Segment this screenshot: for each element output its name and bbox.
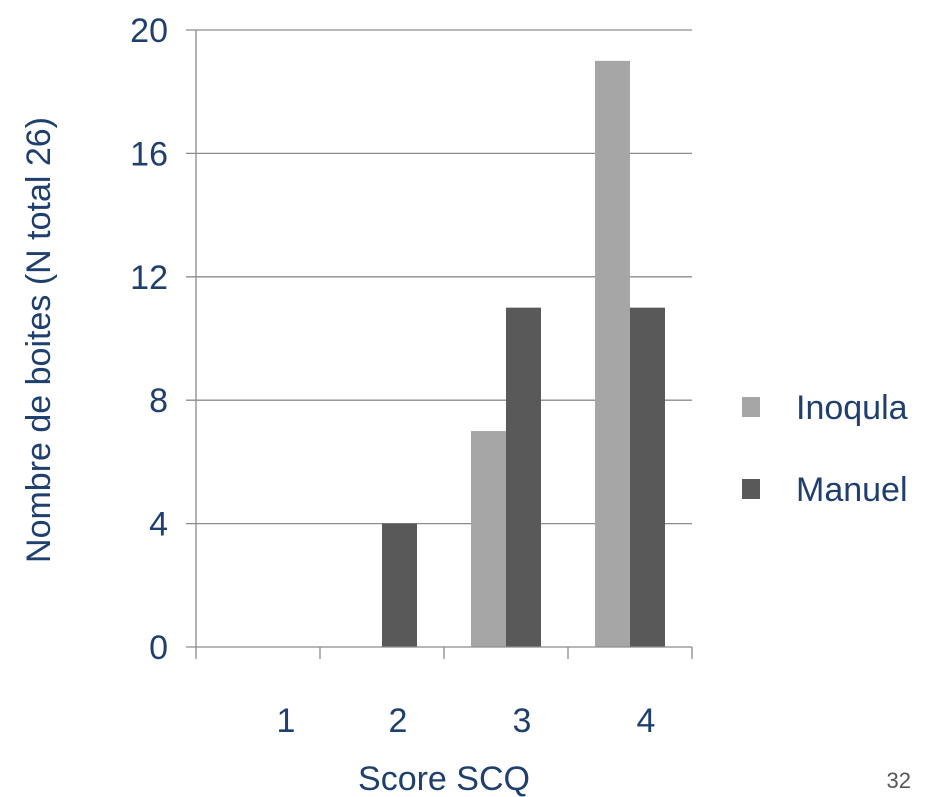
x-tick-labels: 1 2 3 4 — [277, 702, 656, 740]
bar-manuel-3 — [506, 307, 541, 647]
y-tick-label: 4 — [149, 506, 168, 544]
y-tick-label: 0 — [149, 629, 168, 667]
bar-inoqula-3 — [471, 431, 506, 647]
y-tick-label: 12 — [130, 259, 168, 297]
y-tick-labels: 0 4 8 12 16 20 — [130, 12, 168, 667]
x-axis-title: Score SCQ — [358, 760, 530, 797]
bars — [382, 60, 665, 648]
page-number: 32 — [886, 768, 911, 793]
bar-inoqula-4 — [595, 60, 630, 648]
legend-swatch-inoqula — [742, 397, 760, 417]
legend-label-manuel: Manuel — [796, 471, 908, 509]
x-tick-label: 2 — [389, 702, 408, 740]
y-tick-label: 20 — [130, 12, 168, 50]
y-tick-label: 8 — [149, 382, 168, 420]
x-tick-label: 3 — [513, 702, 532, 740]
legend-swatch-manuel — [742, 479, 760, 499]
y-tick-label: 16 — [130, 135, 168, 173]
bar-manuel-2 — [382, 523, 417, 647]
x-tick-label: 4 — [637, 702, 656, 740]
axes — [186, 30, 693, 659]
x-tick-label: 1 — [277, 702, 296, 740]
legend: Inoqula Manuel — [742, 389, 908, 509]
y-axis-title: Nombre de boites (N total 26) — [20, 117, 58, 563]
bar-manuel-4 — [630, 307, 665, 647]
legend-label-inoqula: Inoqula — [796, 389, 908, 427]
